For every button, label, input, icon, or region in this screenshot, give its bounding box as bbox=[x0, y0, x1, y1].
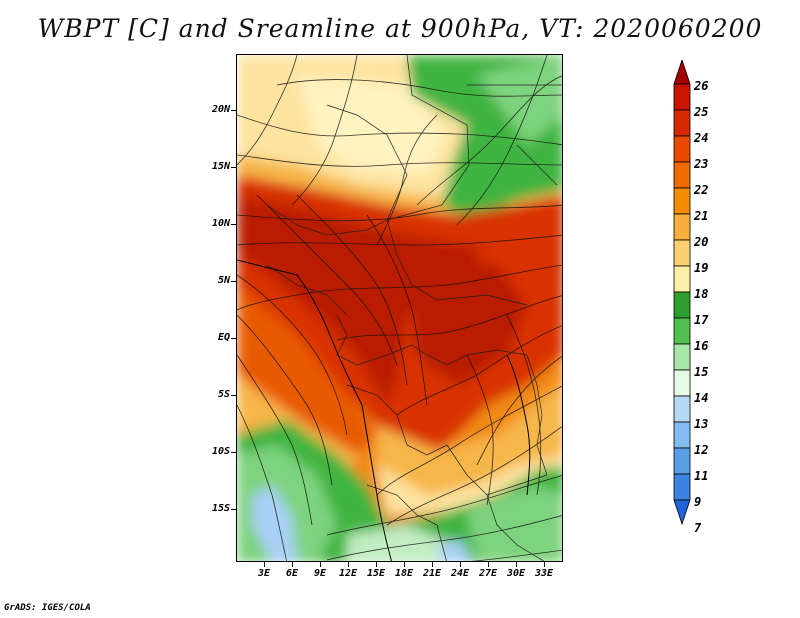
colorbar-label: 24 bbox=[694, 131, 709, 145]
colorbar-segment bbox=[673, 161, 691, 189]
colorbar-label: 23 bbox=[694, 157, 709, 171]
lat-label-eq: EQ bbox=[217, 332, 230, 343]
lon-tick bbox=[516, 562, 517, 567]
colorbar-label: 19 bbox=[694, 261, 709, 275]
colorbar-segment bbox=[673, 499, 691, 526]
lat-tick bbox=[231, 452, 236, 453]
lon-label-3e: 3E bbox=[257, 568, 271, 579]
colorbar-segment bbox=[673, 60, 691, 85]
colorbar-segment bbox=[673, 213, 691, 241]
colorbar-segment bbox=[673, 83, 691, 111]
lon-tick bbox=[544, 562, 545, 567]
colorbar-label: 9 bbox=[694, 495, 702, 509]
colorbar-segment bbox=[673, 369, 691, 397]
colorbar-label: 20 bbox=[694, 235, 709, 249]
lon-label-15e: 15E bbox=[366, 568, 386, 579]
lon-tick bbox=[488, 562, 489, 567]
country-borders bbox=[266, 55, 562, 561]
colorbar-segment bbox=[673, 109, 691, 137]
lat-tick bbox=[231, 338, 236, 339]
lat-label-10n: 10N bbox=[211, 218, 230, 229]
colorbar-segment bbox=[673, 239, 691, 267]
colorbar-segment bbox=[673, 473, 691, 501]
colorbar-label: 15 bbox=[694, 365, 709, 379]
lon-label-21e: 21E bbox=[422, 568, 442, 579]
lat-label-20n: 20N bbox=[211, 104, 230, 115]
colorbar-label: 25 bbox=[694, 105, 709, 119]
lon-tick bbox=[432, 562, 433, 567]
lon-label-30e: 30E bbox=[506, 568, 526, 579]
lon-tick bbox=[264, 562, 265, 567]
lon-label-9e: 9E bbox=[313, 568, 327, 579]
lon-tick bbox=[348, 562, 349, 567]
lon-tick bbox=[460, 562, 461, 567]
lat-label-5s: 5S bbox=[217, 389, 230, 400]
colorbar-segment bbox=[673, 265, 691, 293]
lat-label-5n: 5N bbox=[217, 275, 230, 286]
colorbar-segment bbox=[673, 447, 691, 475]
colorbar-segment bbox=[673, 395, 691, 423]
colorbar bbox=[673, 60, 691, 526]
lon-label-18e: 18E bbox=[394, 568, 414, 579]
lat-label-15n: 15N bbox=[211, 161, 230, 172]
streamlines bbox=[237, 55, 562, 561]
colorbar-label: 26 bbox=[694, 79, 709, 93]
lon-label-6e: 6E bbox=[285, 568, 299, 579]
coastlines bbox=[237, 259, 531, 561]
lat-tick bbox=[231, 281, 236, 282]
temperature-shading bbox=[237, 55, 562, 561]
colorbar-label: 17 bbox=[694, 313, 709, 327]
colorbar-segment bbox=[673, 135, 691, 163]
lon-tick bbox=[320, 562, 321, 567]
lat-label-10s: 10S bbox=[211, 446, 230, 457]
colorbar-label: 21 bbox=[694, 209, 709, 223]
colorbar-label: 11 bbox=[694, 469, 709, 483]
lon-label-33e: 33E bbox=[534, 568, 554, 579]
colorbar-label: 16 bbox=[694, 339, 709, 353]
colorbar-segment bbox=[673, 187, 691, 215]
lon-label-27e: 27E bbox=[478, 568, 498, 579]
colorbar-segment bbox=[673, 421, 691, 449]
lon-tick bbox=[292, 562, 293, 567]
colorbar-label: 22 bbox=[694, 183, 709, 197]
lon-label-24e: 24E bbox=[450, 568, 470, 579]
colorbar-segment bbox=[673, 343, 691, 371]
map-title: WBPT [C] and Sreamline at 900hPa, VT: 20… bbox=[37, 14, 763, 43]
grads-credit: GrADS: IGES/COLA bbox=[4, 603, 91, 613]
lat-label-15s: 15S bbox=[211, 503, 230, 514]
colorbar-segment bbox=[673, 291, 691, 319]
colorbar-label: 7 bbox=[694, 521, 702, 535]
colorbar-label: 12 bbox=[694, 443, 709, 457]
lat-tick bbox=[231, 110, 236, 111]
lon-tick bbox=[404, 562, 405, 567]
lon-tick bbox=[376, 562, 377, 567]
lat-tick bbox=[231, 224, 236, 225]
lat-tick bbox=[231, 167, 236, 168]
colorbar-label: 13 bbox=[694, 417, 709, 431]
colorbar-label: 18 bbox=[694, 287, 709, 301]
colorbar-segment bbox=[673, 317, 691, 345]
lon-label-12e: 12E bbox=[338, 568, 358, 579]
map-panel bbox=[236, 54, 563, 562]
colorbar-label: 14 bbox=[694, 391, 709, 405]
wbpt-field bbox=[237, 55, 562, 561]
lat-tick bbox=[231, 395, 236, 396]
lat-tick bbox=[231, 509, 236, 510]
